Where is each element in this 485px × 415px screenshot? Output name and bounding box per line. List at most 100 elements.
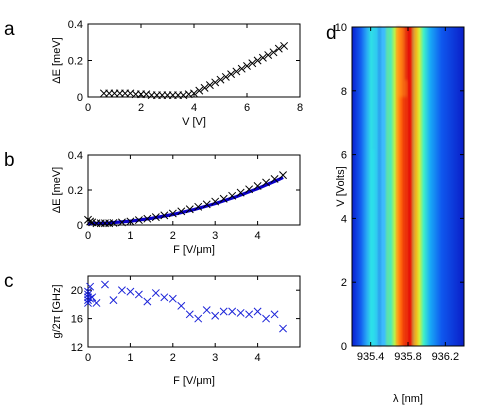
panel-d-y-tick-label: 10 — [335, 22, 347, 34]
panel-a-x-axis-label: V [V] — [182, 116, 206, 128]
panel-a-data-point — [253, 56, 262, 65]
panel-b-y-axis-label: ΔE [meV] — [51, 167, 63, 213]
panel-a-data-point — [200, 83, 209, 92]
panel-c-y-tick-label: 16 — [71, 314, 83, 326]
panel-b-data-point — [253, 182, 262, 190]
panel-c-y-tick-label: 20 — [71, 285, 83, 297]
panel-d-x-tick-label: 935.4 — [357, 351, 385, 363]
panel-d-y-tick-label: 0 — [341, 341, 347, 353]
panel-b-data-point — [219, 194, 228, 203]
panel-c-data-point — [160, 293, 169, 302]
panel-d-x-axis-label: λ [nm] — [393, 393, 423, 405]
panel-c-data-point — [84, 299, 92, 307]
panel-c-data-point — [143, 297, 152, 306]
panel-a-plot: 0 2 4 6 8 0 0.2 0.4 V [V] ΔE [meV] — [51, 19, 303, 128]
panel-a-x-tick-label: 0 — [85, 102, 91, 114]
panel-d-y-tick-label: 6 — [341, 150, 347, 162]
panel-a-x-tick-label: 6 — [244, 102, 250, 114]
panel-b-x-tick-label: 4 — [255, 230, 261, 242]
panel-b-x-tick-label: 0 — [85, 230, 91, 242]
panel-c-y-axis-label: g/2π [GHz] — [51, 284, 63, 338]
panel-b-data-point — [160, 211, 169, 220]
panel-b-data-point — [134, 216, 143, 225]
panel-b-data-point — [126, 217, 135, 226]
panel-c-data-point — [194, 314, 203, 323]
panel-c-x-tick-label: 4 — [255, 352, 261, 364]
panel-letter-d: d — [326, 23, 337, 44]
panel-a-data-point — [258, 53, 267, 62]
panel-c-data-point — [245, 310, 254, 319]
panel-b-y-tick-label: 0 — [77, 220, 83, 232]
panel-c-data-point — [211, 311, 220, 320]
panel-c-data-point — [168, 294, 177, 303]
heatmap-image — [352, 27, 464, 346]
panel-c-data-point — [134, 290, 143, 299]
panel-c-data-point — [109, 296, 118, 305]
panel-b-data-point — [211, 197, 220, 206]
panel-b-data-point — [185, 205, 194, 214]
panel-c-data-point — [84, 290, 92, 299]
panel-a-data-point — [248, 59, 257, 68]
panel-c-x-axis-label: F [V/μm] — [173, 375, 215, 387]
panel-c-data-point — [279, 324, 287, 333]
panel-a-data-point — [216, 75, 225, 84]
panel-a-axes-frame — [87, 23, 301, 98]
panel-b-fit-line — [87, 175, 284, 226]
panel-b-data-point — [202, 200, 211, 209]
panel-c-x-tick-label: 0 — [85, 352, 91, 364]
panel-a-data-point — [211, 78, 220, 87]
panel-b-data-point — [143, 214, 152, 223]
panel-b-data-point — [86, 217, 95, 226]
panel-b-data-point — [262, 178, 271, 187]
panel-a-y-tick-label: 0 — [77, 92, 83, 104]
panel-c-data-point — [262, 314, 271, 323]
panel-c-x-tick-label: 3 — [212, 352, 218, 364]
panel-b-x-tick-label: 3 — [212, 230, 218, 242]
panel-b-x-axis-label: F [V/μm] — [173, 244, 215, 256]
panel-b-x-tick-label: 2 — [170, 230, 176, 242]
panel-c-data-point — [236, 308, 245, 317]
panel-a-data-point — [227, 70, 236, 79]
panel-d-y-tick-label: 8 — [341, 86, 347, 98]
panel-a-x-tick-label: 8 — [297, 102, 303, 114]
panel-c-x-tick-label: 1 — [127, 352, 133, 364]
panel-a-data-point — [205, 81, 214, 90]
panel-d-heatmap: 935.4 935.8 936.2 0 2 4 6 8 10 λ [nm] V [Volts] — [335, 22, 465, 405]
panel-c-data-point — [185, 310, 194, 319]
panel-a-data-point — [269, 48, 278, 57]
panel-c-data-point — [228, 307, 237, 316]
panel-b-data-point — [151, 213, 160, 222]
panel-a-data-point — [280, 41, 289, 50]
panel-b-axes-frame — [87, 154, 301, 226]
panel-c-data-point — [88, 293, 97, 302]
panel-d-x-tick-label: 936.2 — [432, 351, 460, 363]
panel-a-data-point — [221, 72, 230, 81]
panel-b-data-point — [245, 185, 254, 194]
panel-b-plot: 0 1 2 3 4 0 0.2 0.4 F [V/μm] ΔE [meV] — [51, 150, 301, 256]
panel-a-y-tick-label: 0.2 — [68, 56, 83, 68]
panel-b-data-point — [228, 191, 237, 200]
panel-d-x-tick-label: 935.8 — [394, 351, 422, 363]
panel-a-data-point — [274, 44, 283, 53]
panel-c-data-point — [219, 307, 228, 316]
panel-c-data-point — [101, 280, 109, 289]
panel-c-data-point — [117, 286, 126, 295]
panel-a-data-point — [237, 64, 246, 73]
panel-c-data-point — [92, 299, 101, 307]
panel-b-data-point — [236, 188, 245, 197]
panel-c-x-tick-label: 2 — [170, 352, 176, 364]
panel-b-data-point — [117, 218, 126, 227]
panel-a-x-tick-label: 2 — [138, 102, 144, 114]
panel-c-data-point — [177, 301, 186, 310]
panel-a-data-point — [243, 62, 251, 70]
panel-d-y-tick-label: 4 — [341, 213, 347, 225]
panel-c-data-point — [202, 306, 211, 315]
panel-b-data-point — [279, 171, 287, 180]
panel-c-data-point — [270, 310, 279, 319]
panel-c-data-point — [151, 289, 160, 297]
panel-a-data-point — [232, 67, 241, 76]
panel-c-y-tick-label: 12 — [71, 342, 83, 354]
panel-b-data-point — [270, 175, 279, 183]
